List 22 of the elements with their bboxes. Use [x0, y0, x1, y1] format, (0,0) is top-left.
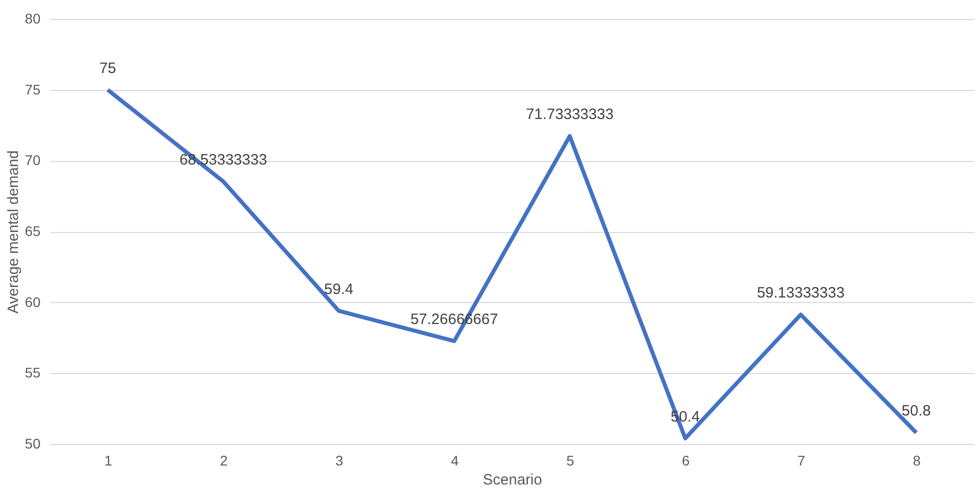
y-tick-label: 55	[24, 364, 41, 381]
data-label: 75	[99, 60, 116, 77]
y-tick-label: 80	[24, 10, 41, 26]
y-tick-label: 75	[24, 81, 41, 98]
x-tick-label: 2	[220, 452, 228, 468]
y-tick-label: 50	[24, 436, 41, 452]
y-tick-label: 70	[24, 152, 41, 168]
y-tick-label: 60	[24, 294, 41, 310]
data-label: 50.8	[902, 402, 931, 420]
y-tick-label: 65	[24, 223, 41, 239]
x-tick-label: 7	[797, 452, 806, 468]
x-tick-label: 8	[912, 452, 921, 468]
x-axis-title: Scenario	[482, 472, 542, 488]
x-tick-label: 5	[566, 452, 574, 468]
x-tick-label: 3	[335, 452, 344, 468]
data-label: 71.73333333	[526, 106, 614, 124]
x-tick-label: 6	[682, 452, 690, 468]
data-label: 59.13333333	[756, 284, 845, 302]
data-label: 59.4	[324, 280, 354, 298]
x-tick-label: 1	[104, 452, 112, 468]
y-axis-title: Average mental demand	[4, 150, 22, 314]
x-tick-label: 4	[450, 452, 459, 468]
